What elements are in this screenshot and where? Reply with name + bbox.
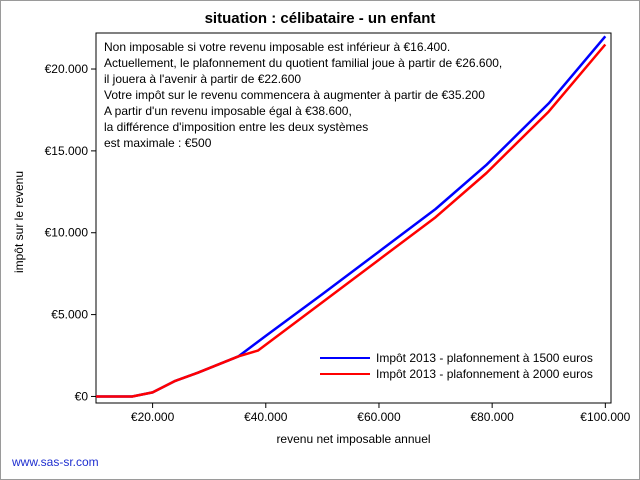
y-tick-label: €10.000 [45, 226, 89, 240]
x-axis-ticks: €20.000 €40.000 €60.000 €80.000 €100.000 [131, 403, 631, 424]
annotation-line: il jouera à l'avenir à partir de €22.600 [104, 72, 302, 86]
y-tick-label: €20.000 [45, 62, 89, 76]
legend-item-2000: Impôt 2013 - plafonnement à 2000 euros [320, 366, 593, 382]
x-tick-label: €60.000 [357, 410, 401, 424]
x-tick-label: €80.000 [470, 410, 514, 424]
y-tick-label: €0 [75, 389, 89, 403]
chart-legend: Impôt 2013 - plafonnement à 1500 euros I… [320, 350, 593, 382]
series-line-2000 [96, 43, 607, 398]
annotation-line: Actuellement, le plafonnement du quotien… [104, 56, 503, 70]
chart-annotation: Non imposable si votre revenu imposable … [104, 39, 502, 151]
x-tick-label: €20.000 [131, 410, 175, 424]
annotation-line: la différence d'imposition entre les deu… [104, 120, 369, 134]
y-tick-label: €15.000 [45, 144, 89, 158]
y-axis-ticks: €0 €5.000 €10.000 €15.000 €20.000 [45, 62, 96, 403]
y-tick-label: €5.000 [51, 308, 88, 322]
annotation-line: Non imposable si votre revenu imposable … [104, 40, 451, 54]
annotation-line: est maximale : €500 [104, 136, 212, 150]
annotation-line: Votre impôt sur le revenu commencera à a… [104, 88, 485, 102]
legend-label: Impôt 2013 - plafonnement à 1500 euros [376, 351, 593, 365]
plot-area [95, 32, 612, 404]
legend-label: Impôt 2013 - plafonnement à 2000 euros [376, 367, 593, 381]
chart-title: situation : célibataire - un enfant [204, 10, 436, 27]
legend-swatch-blue [320, 357, 370, 359]
y-axis-label: impôt sur le revenu [12, 170, 26, 274]
x-axis-label: revenu net imposable annuel [276, 432, 431, 446]
series-lines [96, 35, 607, 398]
footer-link[interactable]: www.sas-sr.com [12, 455, 99, 469]
x-tick-label: €100.000 [580, 410, 630, 424]
x-tick-label: €40.000 [244, 410, 288, 424]
annotation-line: A partir d'un revenu imposable égal à €3… [104, 104, 352, 118]
legend-item-1500: Impôt 2013 - plafonnement à 1500 euros [320, 350, 593, 366]
legend-swatch-red [320, 373, 370, 375]
